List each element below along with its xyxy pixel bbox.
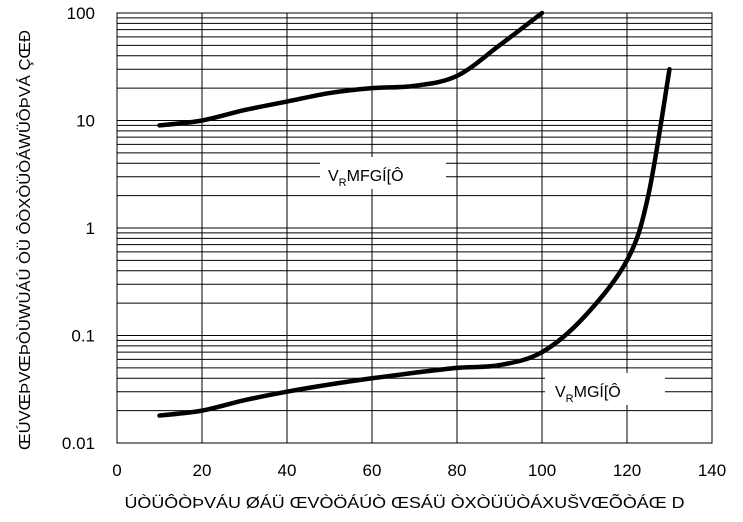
x-tick-label: 20 [193,461,212,480]
y-tick-label: 1 [86,219,95,238]
x-tick-label: 0 [112,461,121,480]
y-tick-label: 0.01 [62,434,95,453]
y-tick-label: 10 [76,112,95,131]
x-tick-label: 80 [448,461,467,480]
y-tick-label: 0.1 [71,327,95,346]
x-tick-label: 40 [278,461,297,480]
x-tick-label: 60 [363,461,382,480]
annotation-text: VRMGÍ[Ô [555,382,621,405]
x-tick-label: 100 [528,461,556,480]
x-axis-ticks: 0 20 40 60 80 100 120 140 [112,461,726,480]
annotations: VRMFGÍ[Ô VRMGÍ[Ô [320,157,665,405]
series-layer [157,10,672,418]
y-tick-label: 100 [67,4,95,23]
x-tick-label: 120 [613,461,641,480]
series-annotation-1: VRMFGÍ[Ô [320,157,446,189]
x-axis-label: ÚÒÜÔÒÞVÁU ØÁÜ ŒVÒÖÁÚÒ ŒSÁÜ ÒXÒÜÜÒÁXUŠVŒÕ… [125,492,685,512]
plot-frame [116,12,713,444]
x-tick-label: 140 [698,461,726,480]
series-annotation-2: VRMGÍ[Ô [545,373,665,405]
series-line-2 [157,66,672,418]
y-axis-label: ŒÚVŒÞVŒÞÒÙWÙÁÚ ÒÜ ÔÒXÒÜÒÁWÜÔÞVÁ ÇŒÐ [15,30,34,450]
annotation-box [545,373,665,405]
y-axis-ticks: 0.01 0.1 1 10 100 [62,4,95,453]
grid [116,13,713,444]
series-line-1 [157,10,545,128]
annotation-text: VRMFGÍ[Ô [328,166,404,189]
annotation-box [320,157,446,189]
